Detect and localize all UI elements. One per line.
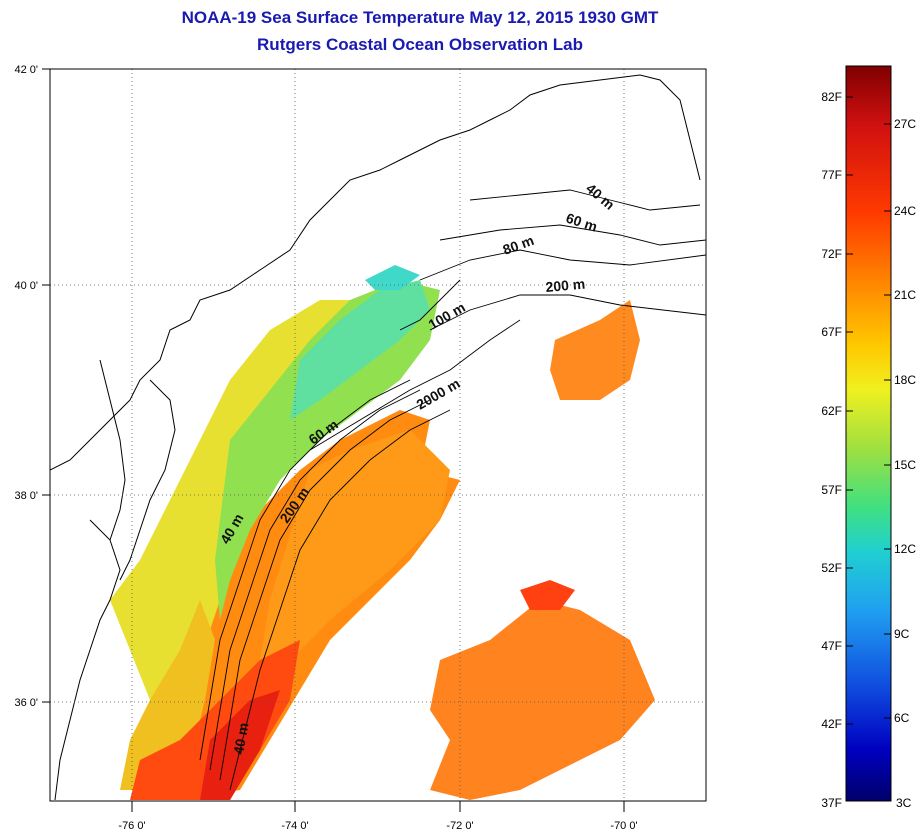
cb-f-42: 42F [821,717,842,731]
lon-label-74: -74 0' [281,820,308,832]
contour-200m-north [429,294,706,331]
contour-2000m [309,319,521,451]
coastline-southern [54,519,121,801]
contour-label-2000m: 2000 m [414,375,463,413]
cb-f-82: 82F [821,90,842,104]
lon-label-76: -76 0' [118,820,145,832]
contour-slope [229,409,451,791]
cb-c-3: 3C [896,796,912,810]
cb-f-57: 57F [821,483,842,497]
lat-label-38: 38 0' [14,490,38,502]
contour-label-40m-north: 40 m [583,180,618,213]
cb-c-6: 6C [894,711,910,725]
offshore-patch-south-warm [520,580,575,610]
cb-c-9: 9C [894,627,910,641]
cold-water-cyan-north [365,265,420,290]
cb-c-18: 18C [894,373,916,387]
cb-c-12: 12C [894,542,916,556]
contour-shelf-3 [219,399,431,781]
contour-80m [419,249,706,281]
cb-c-27: 27C [894,117,916,131]
contour-label-200m-north: 200 m [545,276,586,295]
cb-f-77: 77F [821,168,842,182]
cb-f-37: 37F [821,796,842,810]
contour-60m-north [439,224,706,246]
contour-shelf-2 [209,389,421,771]
lat-label-42: 42 0' [14,64,38,76]
cb-c-24: 24C [894,204,916,218]
map-subtitle: Rutgers Coastal Ocean Observation Lab [257,35,583,54]
contour-40m-north [469,189,701,211]
gulf-stream-core [200,690,280,800]
graticule [50,69,706,801]
sst-data-layer [110,265,655,800]
cb-c-21: 21C [894,288,916,302]
coastline [50,74,701,471]
slope-water-orange [260,430,450,660]
offshore-patch-east [550,300,640,400]
lat-label-40: 40 0' [14,280,38,292]
axis-ticks [42,68,625,812]
cb-f-72: 72F [821,247,842,261]
cb-c-15: 15C [894,458,916,472]
cb-f-47: 47F [821,639,842,653]
delmarva-peninsula [119,379,176,581]
contour-label-80m: 80 m [501,232,536,258]
lon-label-72: -72 0' [446,820,473,832]
colorbar-ticks [846,96,891,725]
cb-f-52: 52F [821,561,842,575]
map-frame [49,68,707,802]
map-title: NOAA-19 Sea Surface Temperature May 12, … [181,8,659,27]
coastline-layer [50,74,701,801]
contour-shelf-1 [199,379,411,761]
cb-f-67: 67F [821,325,842,339]
cb-f-62: 62F [821,404,842,418]
lat-label-36: 36 0' [14,697,38,709]
chesapeake-bay [99,359,126,541]
cold-pool-cyan [290,280,430,420]
colorbar [845,65,892,802]
offshore-patch-southeast [430,600,655,800]
lon-label-70: -70 0' [610,820,637,832]
contour-label-40m-south: 40 m [230,721,251,755]
contour-label-60m-north: 60 m [564,210,599,235]
contour-100m [399,279,461,331]
shelf-water-green [215,280,440,620]
bathymetry-contours [199,189,706,791]
